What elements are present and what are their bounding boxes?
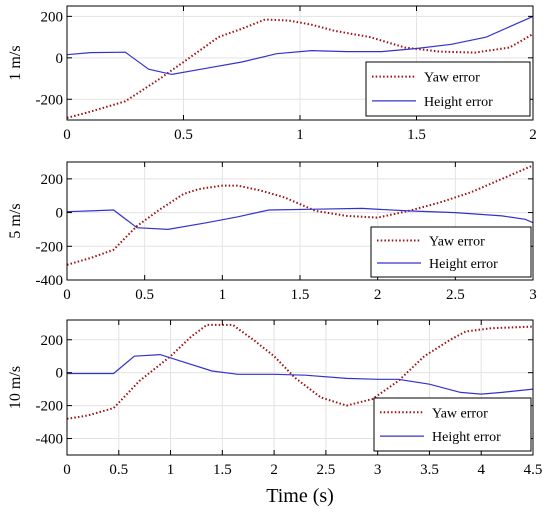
y-tick-label: -400 [36, 273, 64, 289]
panel-1: 0 0.5 1 1.5 2 -200 0 200 1 m/s Yaw error Height er… [7, 5, 537, 143]
y-axis-label: 10 m/s [7, 366, 24, 409]
x-tick-label: 2 [270, 462, 278, 478]
x-tick-label: 1.5 [291, 287, 310, 303]
y-tick-label: 200 [41, 333, 64, 349]
plot-frame [66, 319, 534, 456]
series-height-error-line [66, 207, 534, 231]
y-tick-label: -400 [36, 432, 64, 448]
legend-box [365, 61, 531, 117]
panel-2: 0 0.5 1 1.5 2 2.5 3 -400 -200 0 200 5 m/s Yaw error H… [7, 161, 537, 303]
y-tick-label: 0 [56, 51, 64, 67]
legend-box [373, 397, 532, 452]
x-tick-label: 2.5 [446, 287, 465, 303]
y-tick-label: -200 [36, 399, 64, 415]
x-tick-label: 1 [296, 127, 304, 143]
legend-height-label: Height error [424, 95, 493, 110]
y-tick-label: -200 [36, 92, 64, 108]
x-tick-label: 0.5 [109, 462, 128, 478]
x-tick-label: 0.5 [135, 287, 154, 303]
x-tick-label: 2 [374, 287, 382, 303]
x-tick-label: 0 [63, 287, 71, 303]
x-tick-label: 2.5 [317, 462, 336, 478]
y-tick-label: 200 [41, 172, 64, 188]
x-tick-label: 1 [167, 462, 175, 478]
x-tick-label: 2 [529, 127, 537, 143]
x-axis-label: Time (s) [266, 485, 334, 507]
series-height-error-line [67, 353, 534, 395]
legend-height-label: Height error [429, 257, 498, 272]
x-tick-label: 4 [477, 462, 485, 478]
x-tick-label: 3 [374, 462, 382, 478]
x-tick-label: 4.5 [524, 462, 543, 478]
legend-height-label: Height error [432, 430, 501, 445]
panel-3: 0 0.5 1 1.5 2 2.5 3 3.5 4 4.5 -400 -200 0 200 10 m/s Ya… [7, 319, 543, 478]
y-tick-label: -200 [36, 239, 64, 255]
y-axis-label: 5 m/s [7, 203, 24, 238]
x-tick-label: 1.5 [407, 127, 426, 143]
series-yaw-error-line [66, 164, 534, 266]
x-tick-label: 0 [63, 127, 71, 143]
series-yaw-error-line [66, 323, 534, 420]
x-tick-label: 1.5 [213, 462, 232, 478]
y-tick-label: 0 [56, 366, 64, 382]
y-axis-label: 1 m/s [7, 45, 24, 80]
x-tick-label: 0.5 [174, 127, 193, 143]
legend-yaw-label: Yaw error [432, 406, 488, 421]
series-height-error-line [66, 15, 534, 76]
x-tick-label: 3 [529, 287, 537, 303]
legend: Yaw error Height error [365, 61, 531, 117]
legend-yaw-label: Yaw error [429, 235, 485, 250]
x-tick-label: 1 [219, 287, 227, 303]
legend: Yaw error Height error [373, 397, 532, 452]
y-tick-label: 0 [56, 206, 64, 222]
y-tick-label: 200 [41, 9, 64, 25]
x-tick-label: 3.5 [420, 462, 439, 478]
legend-box [370, 226, 532, 278]
x-tick-label: 0 [63, 462, 71, 478]
legend-yaw-label: Yaw error [424, 71, 480, 86]
legend: Yaw error Height error [370, 226, 532, 278]
